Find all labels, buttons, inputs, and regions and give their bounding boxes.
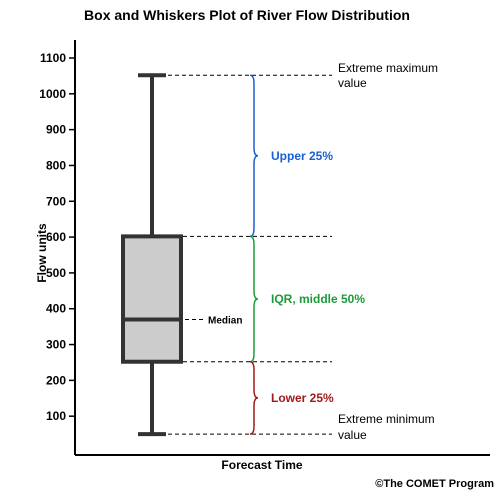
y-tick-label: 900 bbox=[46, 123, 66, 137]
y-tick-label: 100 bbox=[46, 409, 66, 423]
y-tick-label: 500 bbox=[46, 266, 66, 280]
bracket-label-2: Lower 25% bbox=[271, 391, 334, 405]
y-tick-label: 700 bbox=[46, 194, 66, 208]
min-annotation-line1: Extreme minimum bbox=[338, 412, 435, 426]
y-tick-label: 600 bbox=[46, 230, 66, 244]
y-tick-label: 1100 bbox=[40, 51, 66, 65]
x-axis-label: Forecast Time bbox=[221, 458, 302, 472]
median-label: Median bbox=[208, 315, 242, 326]
y-axis-label: Flow units bbox=[35, 223, 49, 283]
y-tick-label: 300 bbox=[46, 338, 66, 352]
bracket-label-1: IQR, middle 50% bbox=[271, 292, 365, 306]
y-tick-label: 800 bbox=[46, 158, 66, 172]
iqr-box bbox=[121, 234, 183, 364]
bracket-2 bbox=[249, 360, 259, 435]
bracket-1 bbox=[249, 235, 259, 363]
credit-text: ©The COMET Program bbox=[375, 478, 494, 490]
y-tick-label: 1000 bbox=[39, 87, 66, 101]
y-tick-label: 200 bbox=[46, 373, 66, 387]
max-annotation-line1: Extreme maximum bbox=[338, 61, 438, 75]
y-tick-label: 400 bbox=[46, 302, 66, 316]
bracket-label-0: Upper 25% bbox=[271, 149, 333, 163]
min-annotation-line2: value bbox=[338, 428, 367, 442]
max-annotation-line2: value bbox=[338, 76, 367, 90]
bracket-0 bbox=[249, 74, 259, 238]
chart-title: Box and Whiskers Plot of River Flow Dist… bbox=[84, 7, 410, 23]
